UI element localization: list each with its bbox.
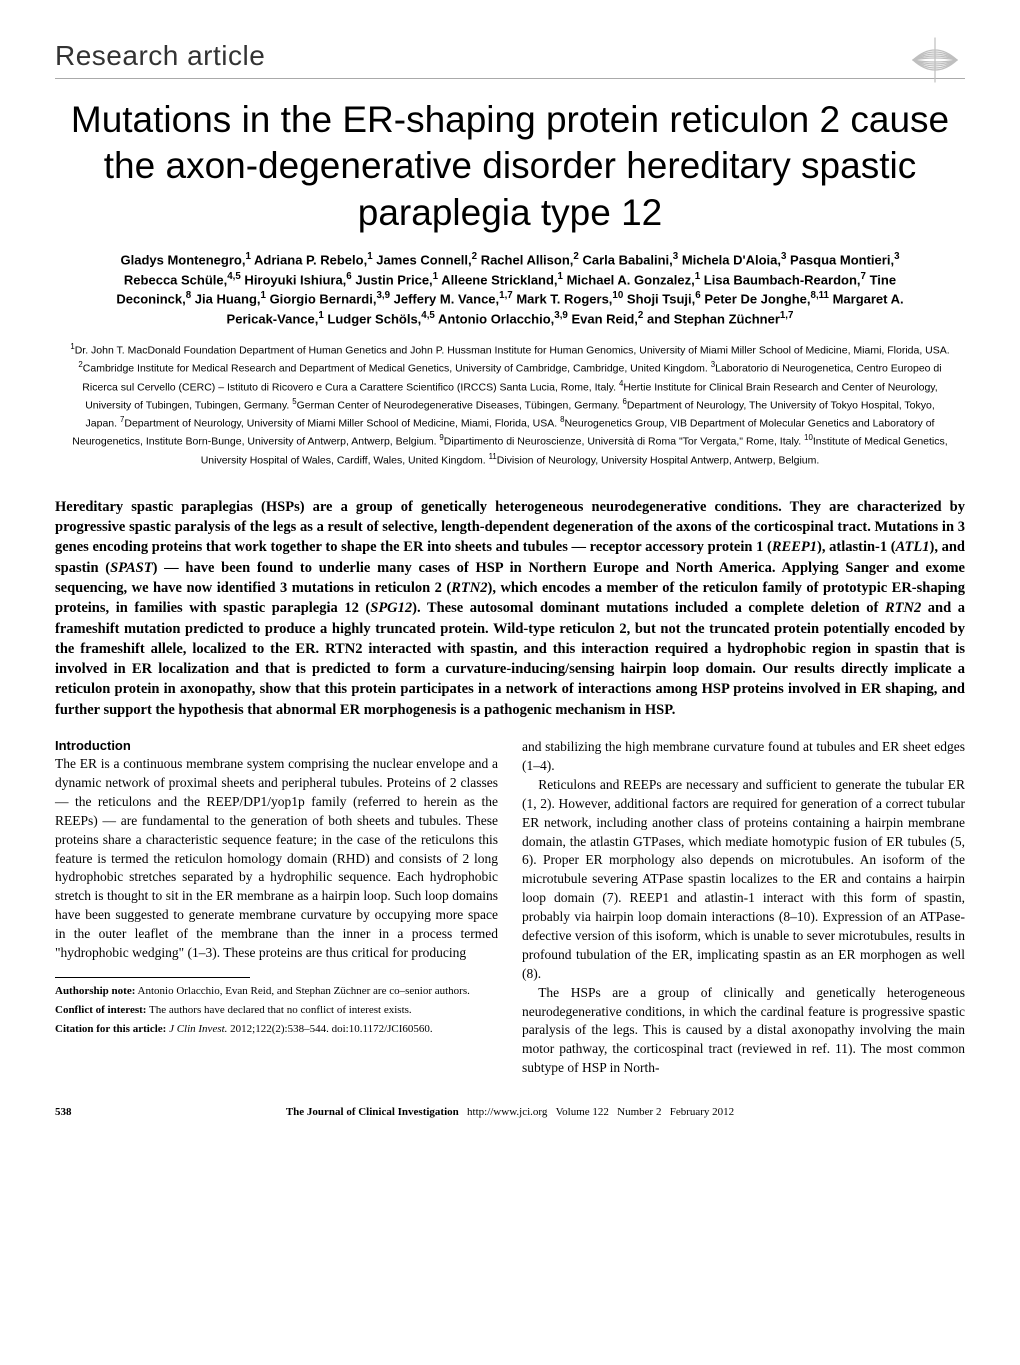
footnote-rule bbox=[55, 977, 250, 978]
footer-citation: The Journal of Clinical Investigation ht… bbox=[115, 1106, 905, 1118]
header-rule bbox=[55, 78, 965, 79]
left-column: Introduction The ER is a continuous memb… bbox=[55, 738, 498, 1078]
body-paragraph: The ER is a continuous membrane system c… bbox=[55, 755, 498, 963]
footnote-conflict: Conflict of interest: The authors have d… bbox=[55, 1003, 498, 1018]
page-number: 538 bbox=[55, 1106, 115, 1118]
footnote-authorship: Authorship note: Antonio Orlacchio, Evan… bbox=[55, 984, 498, 999]
body-paragraph: and stabilizing the high membrane curvat… bbox=[522, 738, 965, 776]
abstract: Hereditary spastic paraplegias (HSPs) ar… bbox=[55, 497, 965, 720]
introduction-heading: Introduction bbox=[55, 738, 498, 753]
journal-logo-icon bbox=[905, 30, 965, 90]
page-footer: 538 The Journal of Clinical Investigatio… bbox=[55, 1106, 965, 1118]
section-label: Research article bbox=[55, 40, 965, 72]
body-paragraph: Reticulons and REEPs are necessary and s… bbox=[522, 776, 965, 984]
article-title: Mutations in the ER-shaping protein reti… bbox=[55, 97, 965, 236]
right-column: and stabilizing the high membrane curvat… bbox=[522, 738, 965, 1078]
affiliations-list: 1Dr. John T. MacDonald Foundation Depart… bbox=[70, 341, 950, 469]
body-paragraph: The HSPs are a group of clinically and g… bbox=[522, 984, 965, 1078]
authors-list: Gladys Montenegro,1 Adriana P. Rebelo,1 … bbox=[100, 250, 920, 329]
footnote-citation: Citation for this article: J Clin Invest… bbox=[55, 1022, 498, 1037]
body-columns: Introduction The ER is a continuous memb… bbox=[55, 738, 965, 1078]
